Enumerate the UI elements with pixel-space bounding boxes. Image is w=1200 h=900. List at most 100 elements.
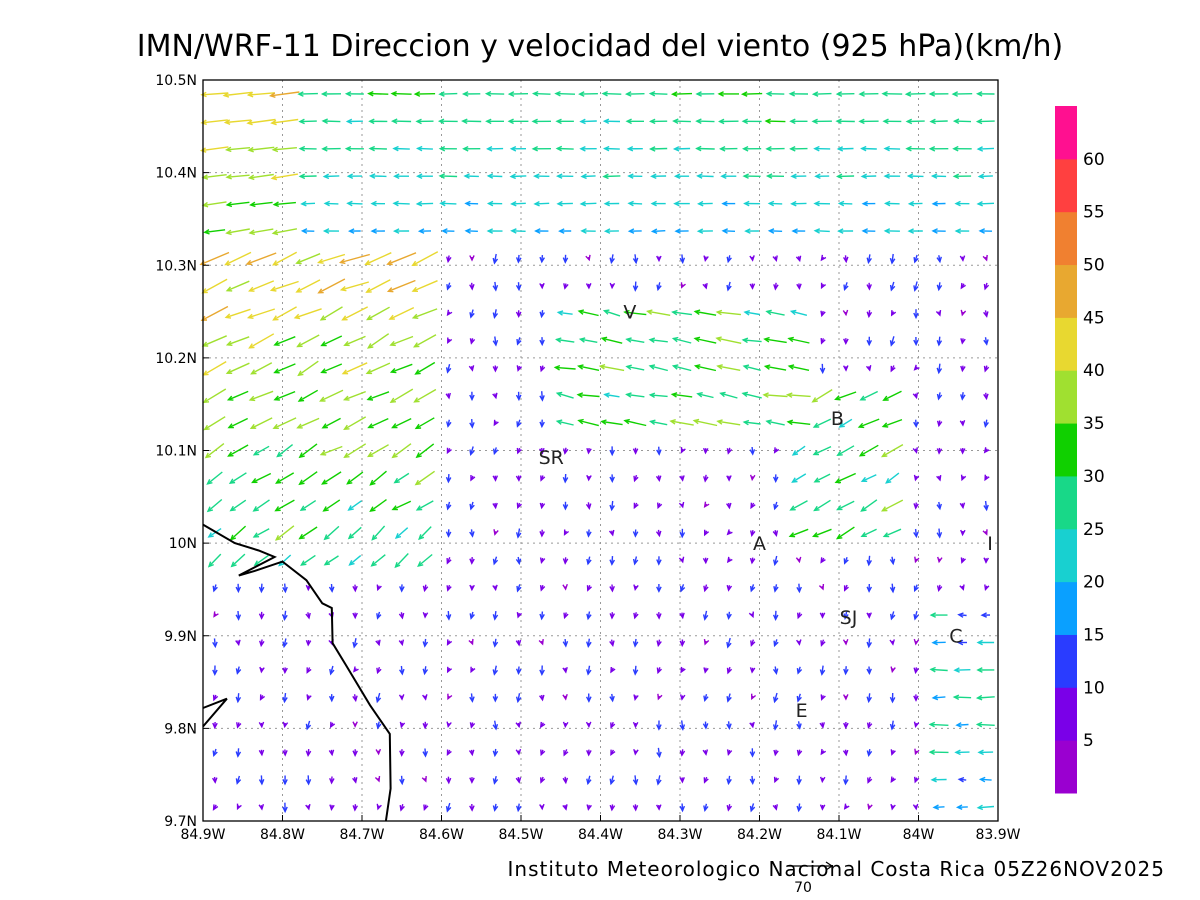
wind-vector xyxy=(422,612,429,619)
colorbar-label: 35 xyxy=(1083,414,1105,434)
wind-vector xyxy=(282,610,288,622)
wind-vector xyxy=(344,145,364,152)
wind-vector xyxy=(656,747,662,759)
wind-vector xyxy=(352,749,358,757)
wind-vector xyxy=(586,556,592,566)
wind-vector xyxy=(579,145,597,152)
wind-vector xyxy=(977,173,993,180)
wind-vector xyxy=(786,419,811,426)
wind-vector xyxy=(515,391,522,402)
graticule-grid xyxy=(203,80,998,821)
wind-vector xyxy=(540,475,546,482)
wind-vector xyxy=(298,443,318,459)
wind-vector xyxy=(960,392,966,401)
wind-vector xyxy=(245,252,277,266)
wind-vector xyxy=(539,584,546,592)
wind-vector xyxy=(446,557,452,565)
wind-vector xyxy=(936,447,943,455)
wind-vector xyxy=(492,309,499,319)
wind-vector xyxy=(835,526,855,540)
wind-vector xyxy=(914,776,920,784)
wind-vector xyxy=(199,146,229,153)
wind-vector xyxy=(563,283,569,290)
wind-vector xyxy=(867,803,873,811)
wind-vector xyxy=(580,173,596,180)
wind-vector xyxy=(562,639,569,648)
wind-vector xyxy=(931,200,946,207)
wind-vector xyxy=(866,748,873,757)
wind-vector xyxy=(389,363,413,374)
wind-vector xyxy=(258,611,265,620)
wind-vector xyxy=(912,803,919,811)
wind-vector xyxy=(914,748,920,756)
wind-vector xyxy=(953,667,971,673)
wind-vector xyxy=(204,443,225,459)
wind-vector xyxy=(225,336,250,346)
wind-vector xyxy=(586,584,592,592)
wind-vector xyxy=(889,720,896,731)
wind-vector xyxy=(905,118,925,125)
wind-vector xyxy=(578,91,598,97)
wind-vector xyxy=(300,228,315,234)
wind-vector xyxy=(858,91,879,97)
wind-vector xyxy=(367,90,389,97)
wind-vector xyxy=(977,749,994,756)
wind-vector xyxy=(930,173,947,179)
wind-vector xyxy=(235,693,242,704)
wind-vector xyxy=(341,362,368,375)
wind-vector xyxy=(577,418,599,427)
wind-vector xyxy=(656,775,662,786)
wind-vector xyxy=(249,417,273,430)
wind-vector xyxy=(748,611,754,619)
wind-vector xyxy=(741,391,762,399)
wind-vector xyxy=(446,584,452,592)
wind-vector xyxy=(913,419,919,428)
place-label: I xyxy=(987,533,993,555)
wind-vector xyxy=(679,803,686,813)
wind-vector xyxy=(469,777,475,784)
wind-vector xyxy=(929,118,948,125)
wind-vector xyxy=(470,666,476,674)
wind-vector xyxy=(858,118,879,125)
wind-vector xyxy=(889,281,896,292)
wind-vector xyxy=(246,118,276,126)
wind-vector xyxy=(740,91,763,97)
wind-vector xyxy=(679,720,686,731)
colorbar-segment xyxy=(1055,634,1077,688)
coastline-segment xyxy=(202,697,228,728)
wind-vector xyxy=(866,583,873,593)
wind-vector xyxy=(228,472,247,484)
wind-vector xyxy=(742,419,761,426)
lat-tick-label: 10N xyxy=(169,536,197,552)
wind-vector xyxy=(437,118,458,125)
wind-vector xyxy=(305,612,311,620)
wind-vector xyxy=(936,584,943,592)
wind-vector xyxy=(366,333,390,349)
wind-vector xyxy=(702,447,709,455)
wind-vector xyxy=(414,361,436,375)
wind-vector xyxy=(493,419,499,427)
place-label: E xyxy=(796,700,808,722)
wind-vector xyxy=(446,501,452,511)
wind-vector xyxy=(389,388,414,404)
wind-vector xyxy=(247,146,275,153)
wind-vector xyxy=(670,91,693,97)
wind-vector xyxy=(555,118,574,125)
colorbar-segment xyxy=(1055,211,1077,266)
wind-vector xyxy=(212,694,219,702)
lat-tick-label: 9.7N xyxy=(164,814,197,830)
wind-vector xyxy=(954,749,970,756)
wind-vector xyxy=(555,419,574,426)
wind-vector xyxy=(200,119,228,126)
wind-vector xyxy=(983,500,989,512)
reference-vector-head xyxy=(825,861,834,871)
wind-vector xyxy=(820,254,827,262)
wind-vector xyxy=(531,118,552,125)
wind-vector xyxy=(678,501,685,509)
wind-vector xyxy=(749,775,756,786)
wind-vector xyxy=(835,91,855,97)
wind-vector xyxy=(510,228,526,234)
wind-vector xyxy=(227,444,249,457)
wind-vector xyxy=(251,472,272,484)
wind-vector xyxy=(883,228,900,234)
